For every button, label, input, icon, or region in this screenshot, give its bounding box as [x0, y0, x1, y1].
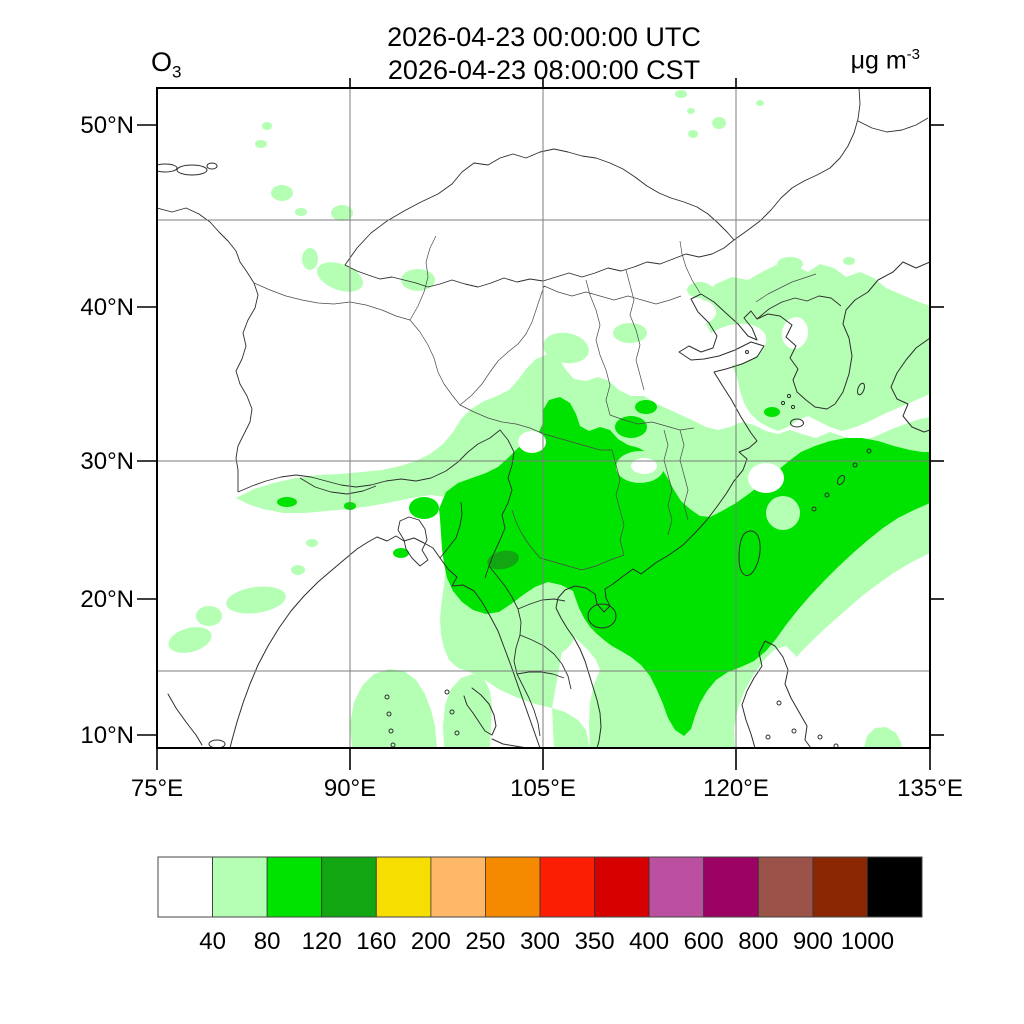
island-taiwan: [738, 530, 761, 576]
colorbar-segment: [157, 856, 213, 918]
units-label: μg m-3: [808, 46, 920, 75]
colorbar-segment: [648, 856, 705, 918]
border-mongolia: [344, 148, 735, 288]
island-sri-lanka: [208, 739, 226, 748]
x-tick-label-90e: 90°E: [323, 775, 377, 802]
border-india-myanmar: [439, 501, 463, 559]
colorbar-label-600: 600: [683, 928, 724, 955]
contour-fill-120-160: [487, 550, 519, 570]
shade-myanmar-coast-pale: [443, 674, 492, 748]
colorbar-label-120: 120: [301, 928, 342, 955]
colorbar-segment: [867, 856, 923, 918]
colorbar-label-1000: 1000: [840, 928, 895, 955]
colorbar-label-160: 160: [356, 928, 397, 955]
border-nepal: [299, 477, 377, 495]
colorbar-segment: [212, 856, 268, 918]
colorbar-label-300: 300: [519, 928, 561, 955]
contour-holes-pale: [542, 451, 800, 654]
colorbar-segment: [594, 856, 650, 918]
x-tick-label-120e: 120°E: [703, 775, 769, 802]
y-tick-label-50n: 50°N: [80, 112, 134, 139]
y-tick-label-10n: 10°N: [80, 722, 134, 749]
border-bangladesh: [397, 516, 429, 567]
x-tick-label-75e: 75°E: [130, 775, 184, 802]
coast-mainland: [555, 261, 930, 748]
y-tick-label-20n: 20°N: [80, 586, 134, 613]
colorbar-label-250: 250: [465, 928, 506, 955]
x-tick-label-135e: 135°E: [897, 775, 963, 802]
colorbar-label-80: 80: [253, 928, 281, 955]
colorbar-segment: [266, 856, 323, 918]
shade-main-bright: [439, 397, 930, 736]
shade-korea-pale: [701, 264, 930, 431]
coast-luzon: [741, 640, 812, 748]
island-hainan: [587, 603, 617, 629]
y-tick-label-40n: 40°N: [80, 294, 134, 321]
axis-ticks: [137, 78, 944, 770]
colorbar-segment: [375, 856, 432, 918]
colorbar-segment: [757, 856, 814, 918]
colorbar-segment: [703, 856, 759, 918]
colorbar-segment: [539, 856, 595, 918]
coast-bay-of-bengal: [229, 535, 541, 748]
colorbar-outline: [157, 856, 923, 918]
island-okinawa: [836, 474, 846, 486]
island-tsushima: [857, 382, 865, 396]
title-utc: 2026-04-23 00:00:00 UTC: [387, 22, 701, 52]
border-indochina: [488, 565, 572, 737]
colorbar-label-350: 350: [574, 928, 615, 955]
species-symbol: O: [151, 47, 173, 77]
units-exponent: -3: [906, 46, 920, 63]
colorbar-label-200: 200: [410, 928, 451, 955]
y-tick-label-30n: 30°N: [80, 448, 134, 475]
country-borders: [157, 88, 929, 737]
colorbar-segment: [484, 856, 541, 918]
island-jeju: [790, 418, 804, 428]
coast-india-west: [167, 693, 203, 746]
gridlines: [157, 88, 930, 748]
border-korea-north: [756, 295, 842, 320]
colorbar-label-800: 800: [738, 928, 779, 955]
x-tick-label-105e: 105°E: [510, 775, 576, 802]
border-northeast: [733, 88, 929, 241]
lakes: [157, 162, 218, 176]
colorbar: [157, 856, 923, 918]
units-base: μg m: [850, 46, 907, 75]
colorbar-label-40: 40: [199, 928, 226, 955]
title-cst: 2026-04-23 08:00:00 CST: [387, 55, 701, 85]
contour-fill-80-120: [277, 397, 930, 736]
coast-kyushu: [890, 337, 930, 433]
species-label: O3: [151, 47, 181, 82]
border-himalaya: [237, 429, 515, 579]
shade-bengal-pale: [350, 669, 437, 748]
species-subscript: 3: [172, 62, 182, 82]
colorbar-segment: [430, 856, 486, 918]
province-borders: [253, 235, 817, 571]
colorbar-segment: [812, 856, 868, 918]
coastlines: [157, 162, 930, 748]
shade-philippine-sea-pale: [864, 727, 902, 748]
colorbar-segment: [321, 856, 377, 918]
border-west-china: [157, 207, 259, 492]
colorbar-label-900: 900: [792, 928, 833, 955]
small-islands: [384, 350, 872, 748]
colorbar-label-400: 400: [629, 928, 670, 955]
